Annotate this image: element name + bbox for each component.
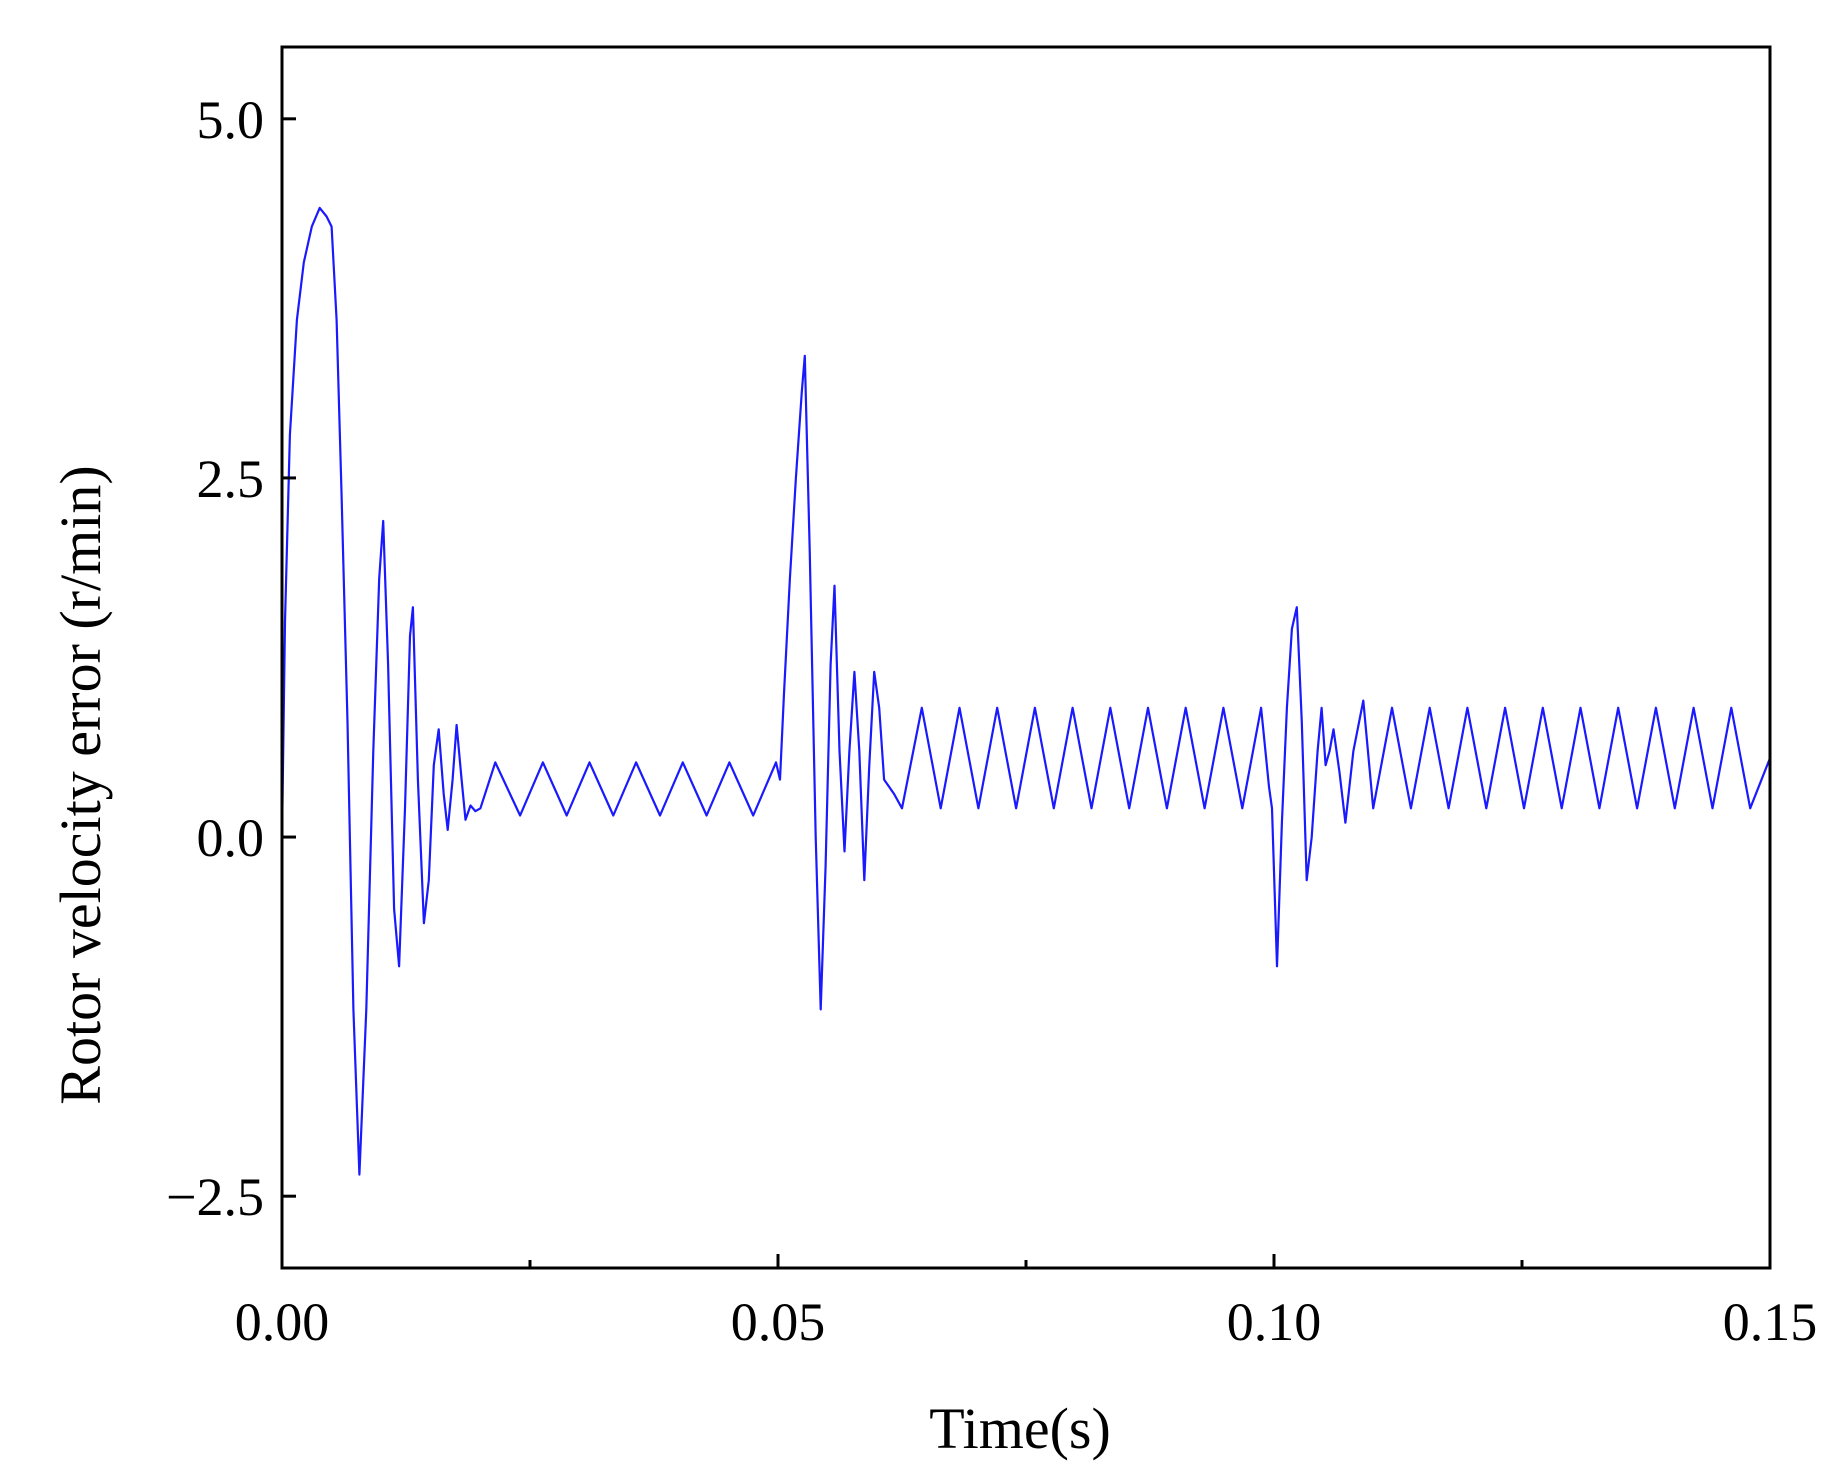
axes: 0.00 0.05 0.10 0.15 −2.5 0.0 2.5 5.0	[166, 45, 1818, 1352]
plot-area	[280, 206, 1772, 1176]
series-line-0	[280, 206, 1772, 1176]
x-tick-label: 0.15	[1723, 1292, 1818, 1352]
y-tick-label: 0.0	[197, 808, 265, 868]
y-tick-label: −2.5	[166, 1167, 264, 1227]
y-axis-title: Rotor velocity error (r/min)	[48, 465, 113, 1104]
y-tick-label: 5.0	[197, 90, 265, 150]
x-axis-title: Time(s)	[929, 1396, 1111, 1461]
plot-frame	[280, 45, 1772, 1270]
x-tick-label: 0.00	[235, 1292, 330, 1352]
y-tick-label: 2.5	[197, 449, 265, 509]
x-tick-label: 0.10	[1227, 1292, 1322, 1352]
x-tick-label: 0.05	[731, 1292, 826, 1352]
